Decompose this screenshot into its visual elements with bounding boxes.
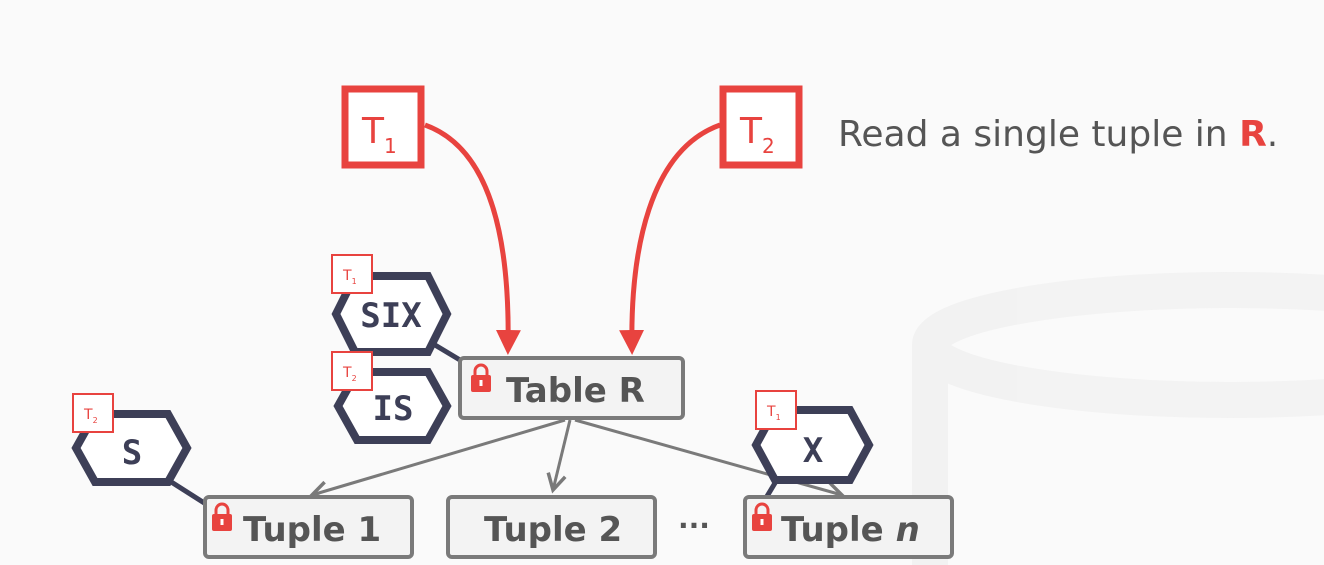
table-r-node: Table R xyxy=(458,356,685,420)
tuple-n-label: Tuple n xyxy=(781,510,920,550)
lock-s-mode: S xyxy=(122,433,142,473)
lock-x-owner-tag: T1 xyxy=(755,390,797,430)
svg-text:T1: T1 xyxy=(361,111,397,158)
t1-arrow xyxy=(424,122,521,355)
lock-is-owner-tag: T2 xyxy=(331,351,373,391)
caption-highlight: R xyxy=(1239,114,1267,155)
svg-text:T1: T1 xyxy=(766,404,781,422)
svg-text:T1: T1 xyxy=(342,268,357,286)
transaction-t1: T1 xyxy=(341,85,425,169)
lock-s-owner-tag: T2 xyxy=(72,393,114,433)
lock-six-hexagon: SIX xyxy=(331,272,452,356)
transaction-t2: T2 xyxy=(719,85,803,169)
svg-text:T2: T2 xyxy=(83,407,98,425)
edge-table-tuple1 xyxy=(312,418,566,495)
lock-six-owner-tag: T1 xyxy=(331,254,373,294)
t1-subscript: 1 xyxy=(384,134,397,158)
tuple-2-node: Tuple 2 xyxy=(446,495,657,559)
tuple-1-label: Tuple 1 xyxy=(243,510,381,550)
ellipsis: ··· xyxy=(678,509,710,542)
background-cylinder-decoration xyxy=(912,272,1324,565)
t2-letter: T xyxy=(739,111,763,152)
t2-arrow xyxy=(619,122,721,355)
t2-subscript: 2 xyxy=(762,134,775,158)
svg-text:T2: T2 xyxy=(342,365,357,383)
caption: Read a single tuple in R. xyxy=(838,114,1278,155)
lock-is-mode: IS xyxy=(373,389,414,429)
lock-x-mode: X xyxy=(803,431,824,471)
edge-table-tuple2 xyxy=(553,419,572,490)
t1-letter: T xyxy=(361,111,385,152)
lock-six-mode: SIX xyxy=(360,296,422,336)
tuple-2-label: Tuple 2 xyxy=(484,510,622,550)
svg-text:T2: T2 xyxy=(739,111,775,158)
tuple-1-node: Tuple 1 xyxy=(203,495,414,559)
tuple-n-node: Tuple n xyxy=(743,495,954,559)
table-r-label: Table R xyxy=(506,371,645,411)
tuple-n-variable: n xyxy=(896,510,920,550)
